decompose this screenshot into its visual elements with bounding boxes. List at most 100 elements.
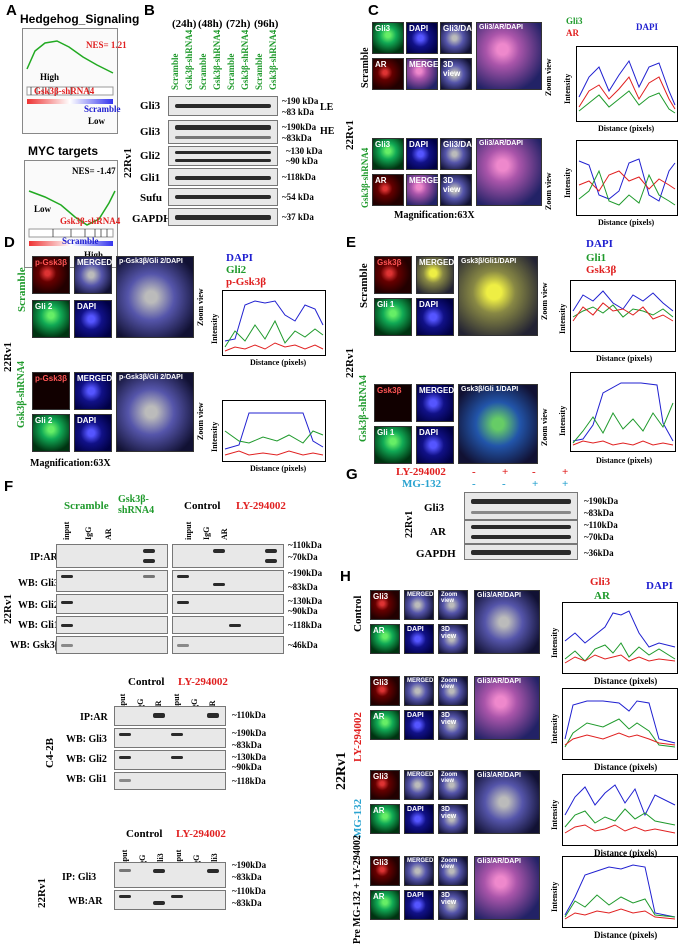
- size-marker: ~36kDa: [584, 548, 614, 558]
- zoom-view-label: Zoom view: [540, 408, 549, 446]
- row-ar: AR: [430, 526, 446, 538]
- lane-label: Scramble: [198, 53, 208, 91]
- y-axis-label: Intensity: [550, 713, 559, 744]
- zoom-view-label: Zoom view: [544, 58, 553, 96]
- intensity-plot: [562, 602, 678, 674]
- intensity-plot: [562, 688, 678, 760]
- y-axis-label: Intensity: [210, 313, 219, 344]
- blot-wb-gli3: [56, 570, 168, 592]
- x-axis-label: Distance (pixels): [594, 676, 658, 686]
- blot-row-gli3-le: Gli3: [140, 100, 161, 112]
- row-wb-gli2: WB: Gli2: [66, 754, 107, 765]
- micrograph-gli3: Gli3: [372, 22, 404, 54]
- lane-input: input: [184, 521, 193, 540]
- gsea-high-label: High: [40, 72, 60, 82]
- size-marker: ~118kDa: [282, 172, 316, 182]
- blot-gli1: [168, 168, 278, 186]
- y-axis-label: Intensity: [558, 303, 567, 334]
- micrograph-merged: MERGED: [404, 590, 434, 620]
- gsea-title-myc: MYC targets: [28, 144, 99, 158]
- group-control: Control: [128, 676, 165, 688]
- row-wb-gli3: WB: Gli3: [18, 578, 59, 589]
- x-axis-label: Distance (pixels): [250, 464, 307, 473]
- blot-wb-gli2: [56, 594, 168, 614]
- gsea-low2-label: Low: [34, 204, 52, 214]
- cell-line-label: 22Rv1: [36, 878, 48, 908]
- micrograph-pgsk3b: p-Gsk3β: [32, 256, 70, 294]
- intensity-plot: [570, 372, 676, 452]
- magnification-label: Magnification:63X: [394, 210, 475, 221]
- micrograph-3d: 3D view: [438, 804, 468, 834]
- size-marker: ~90kDa: [288, 606, 318, 616]
- legend-gsk3b: Gsk3β: [586, 264, 617, 276]
- group-control: Control: [184, 500, 221, 512]
- micrograph-ar: AR: [372, 58, 404, 90]
- blot-ip-gli3: [114, 862, 226, 888]
- blot-gapdh: [168, 208, 278, 226]
- legend-ar: AR: [566, 28, 579, 38]
- size-marker: ~37 kDa: [282, 212, 314, 222]
- micrograph-gli3-dapi: Gli3/DAPI: [440, 138, 479, 170]
- blot-wb-gsk3b: [56, 636, 168, 654]
- time-72h: (72h): [226, 18, 251, 30]
- panel-label-e: E: [346, 234, 357, 251]
- panel-label-c: C: [368, 2, 379, 19]
- size-marker: ~190kDa: [232, 860, 267, 870]
- legend-ar: AR: [594, 590, 610, 602]
- gsea-low-label: Low: [88, 116, 106, 126]
- micrograph-zoomview: Zoom view: [438, 590, 468, 620]
- micrograph-ar: AR: [370, 624, 400, 654]
- blot-gli3-he: [168, 120, 278, 144]
- size-marker: ~190 kDa: [282, 96, 319, 106]
- group-ly294002: LY-294002: [176, 828, 226, 840]
- group-control: Control: [126, 828, 163, 840]
- sign: +: [502, 466, 509, 478]
- y-axis-label: Intensity: [210, 421, 219, 452]
- blot-wb-gli1: [172, 616, 284, 634]
- gsea-gene-label: Gsk3β-shRNA4: [34, 86, 95, 96]
- micrograph-3d: 3D view: [438, 710, 468, 740]
- intensity-plot: [562, 774, 678, 846]
- sign: -: [472, 478, 476, 490]
- x-axis-label: Distance (pixels): [598, 218, 655, 227]
- row-ip-ar: IP:AR: [30, 552, 58, 563]
- y-axis-label: Intensity: [563, 167, 572, 198]
- lane-igg: IgG: [202, 526, 211, 540]
- legend-dapi: DAPI: [226, 252, 253, 264]
- gsea-nes-hedgehog: NES= 1.21: [86, 40, 127, 50]
- zoom-view-label: Zoom view: [544, 172, 553, 210]
- row-wb-gli2: WB: Gli2: [18, 600, 59, 611]
- micrograph-3d: 3D view: [440, 174, 472, 206]
- lane-label: Gsk3β-shRNA4: [184, 29, 194, 90]
- y-axis-label: Intensity: [563, 73, 572, 104]
- blot-wb-gli2: [114, 750, 226, 770]
- row-gapdh: GAPDH: [416, 548, 456, 560]
- size-marker: ~90 kDa: [286, 156, 318, 166]
- row-label-control: Control: [352, 595, 364, 632]
- blot-ar: [464, 520, 578, 544]
- y-axis-label: Intensity: [558, 405, 567, 436]
- gsea-plot-myc: [24, 160, 118, 268]
- micrograph-dapi: DAPI: [404, 890, 434, 920]
- intensity-plot: [222, 400, 326, 462]
- x-axis-label: Distance (pixels): [250, 358, 307, 367]
- cell-line-label: 22Rv1: [334, 751, 349, 790]
- cell-line-label: 22Rv1: [2, 594, 14, 624]
- lane-label: Scramble: [170, 53, 180, 91]
- micrograph-merge: Gli3/AR/DAPI: [474, 590, 540, 654]
- size-marker: ~118kDa: [288, 620, 322, 630]
- lane-label: Scramble: [254, 53, 264, 91]
- micrograph-dapi: DAPI: [416, 298, 454, 336]
- micrograph-zoomview: Zoom view: [438, 770, 468, 800]
- row-gli3: Gli3: [424, 502, 445, 514]
- lane-ar: AR: [220, 528, 229, 540]
- micrograph-zoomview: Zoom view: [438, 856, 468, 886]
- size-marker: ~130kDa: [288, 596, 323, 606]
- blot-ip-ar: [56, 544, 168, 568]
- row-label-shrna: Gsk3β-shRNA4: [358, 375, 369, 442]
- gsea-scramble-label: Scramble: [84, 104, 121, 114]
- micrograph-gli3: Gli3: [370, 676, 400, 706]
- size-marker: ~83kDa: [232, 740, 262, 750]
- gsea-gene2-label: Gsk3β-shRNA4: [60, 216, 121, 226]
- group-shrna: Gsk3β-shRNA4: [118, 494, 155, 516]
